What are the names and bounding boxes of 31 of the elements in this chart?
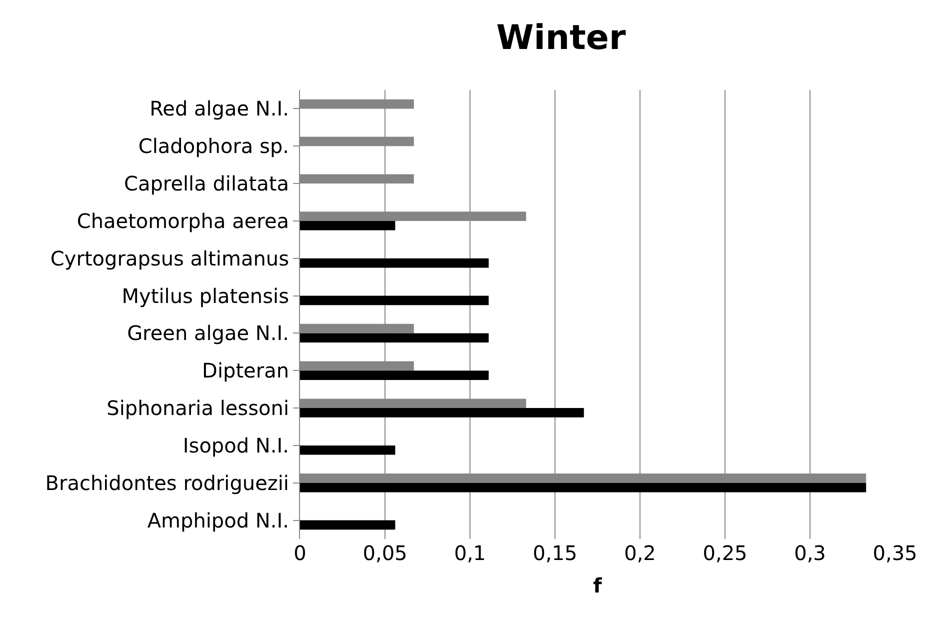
x-tick-label: 0,05 (362, 541, 408, 565)
x-tick-label: 0,35 (872, 541, 918, 565)
bar (300, 333, 489, 343)
x-tick-label: 0,25 (702, 541, 748, 565)
y-tick-label: Caprella dilatata (124, 172, 289, 196)
bar (300, 258, 489, 268)
bar (300, 408, 584, 418)
x-tick-label: 0,1 (454, 541, 486, 565)
bar (300, 482, 866, 492)
y-tick-label: Red algae N.I. (150, 96, 289, 121)
y-tick-label: Green algae N.I. (127, 321, 289, 346)
x-tick-label: 0 (294, 541, 306, 565)
chart-title: Winter (496, 18, 626, 58)
y-tick-label: Isopod N.I. (182, 433, 289, 458)
bar (300, 220, 396, 230)
bar (300, 445, 396, 455)
bar (300, 370, 489, 380)
y-tick-label: Amphipod N.I. (147, 508, 289, 532)
y-tick-label: Siphonaria lessoni (106, 396, 289, 420)
y-tick-label: Chaetomorpha aerea (76, 208, 289, 233)
y-tick-label: Dipteran (202, 358, 289, 383)
y-tick-label: Mytilus platensis (122, 284, 289, 308)
y-tick-label: Cladophora sp. (138, 134, 289, 158)
x-tick-label: 0,15 (532, 541, 578, 565)
x-tick-label: 0,2 (624, 541, 656, 565)
y-tick-label: Brachidontes rodriguezii (45, 470, 289, 495)
bar (300, 296, 489, 306)
x-axis-title: f (593, 574, 602, 598)
bar (300, 520, 396, 530)
y-tick-label: Cyrtograpsus altimanus (50, 246, 289, 270)
x-tick-label: 0,3 (794, 541, 826, 565)
